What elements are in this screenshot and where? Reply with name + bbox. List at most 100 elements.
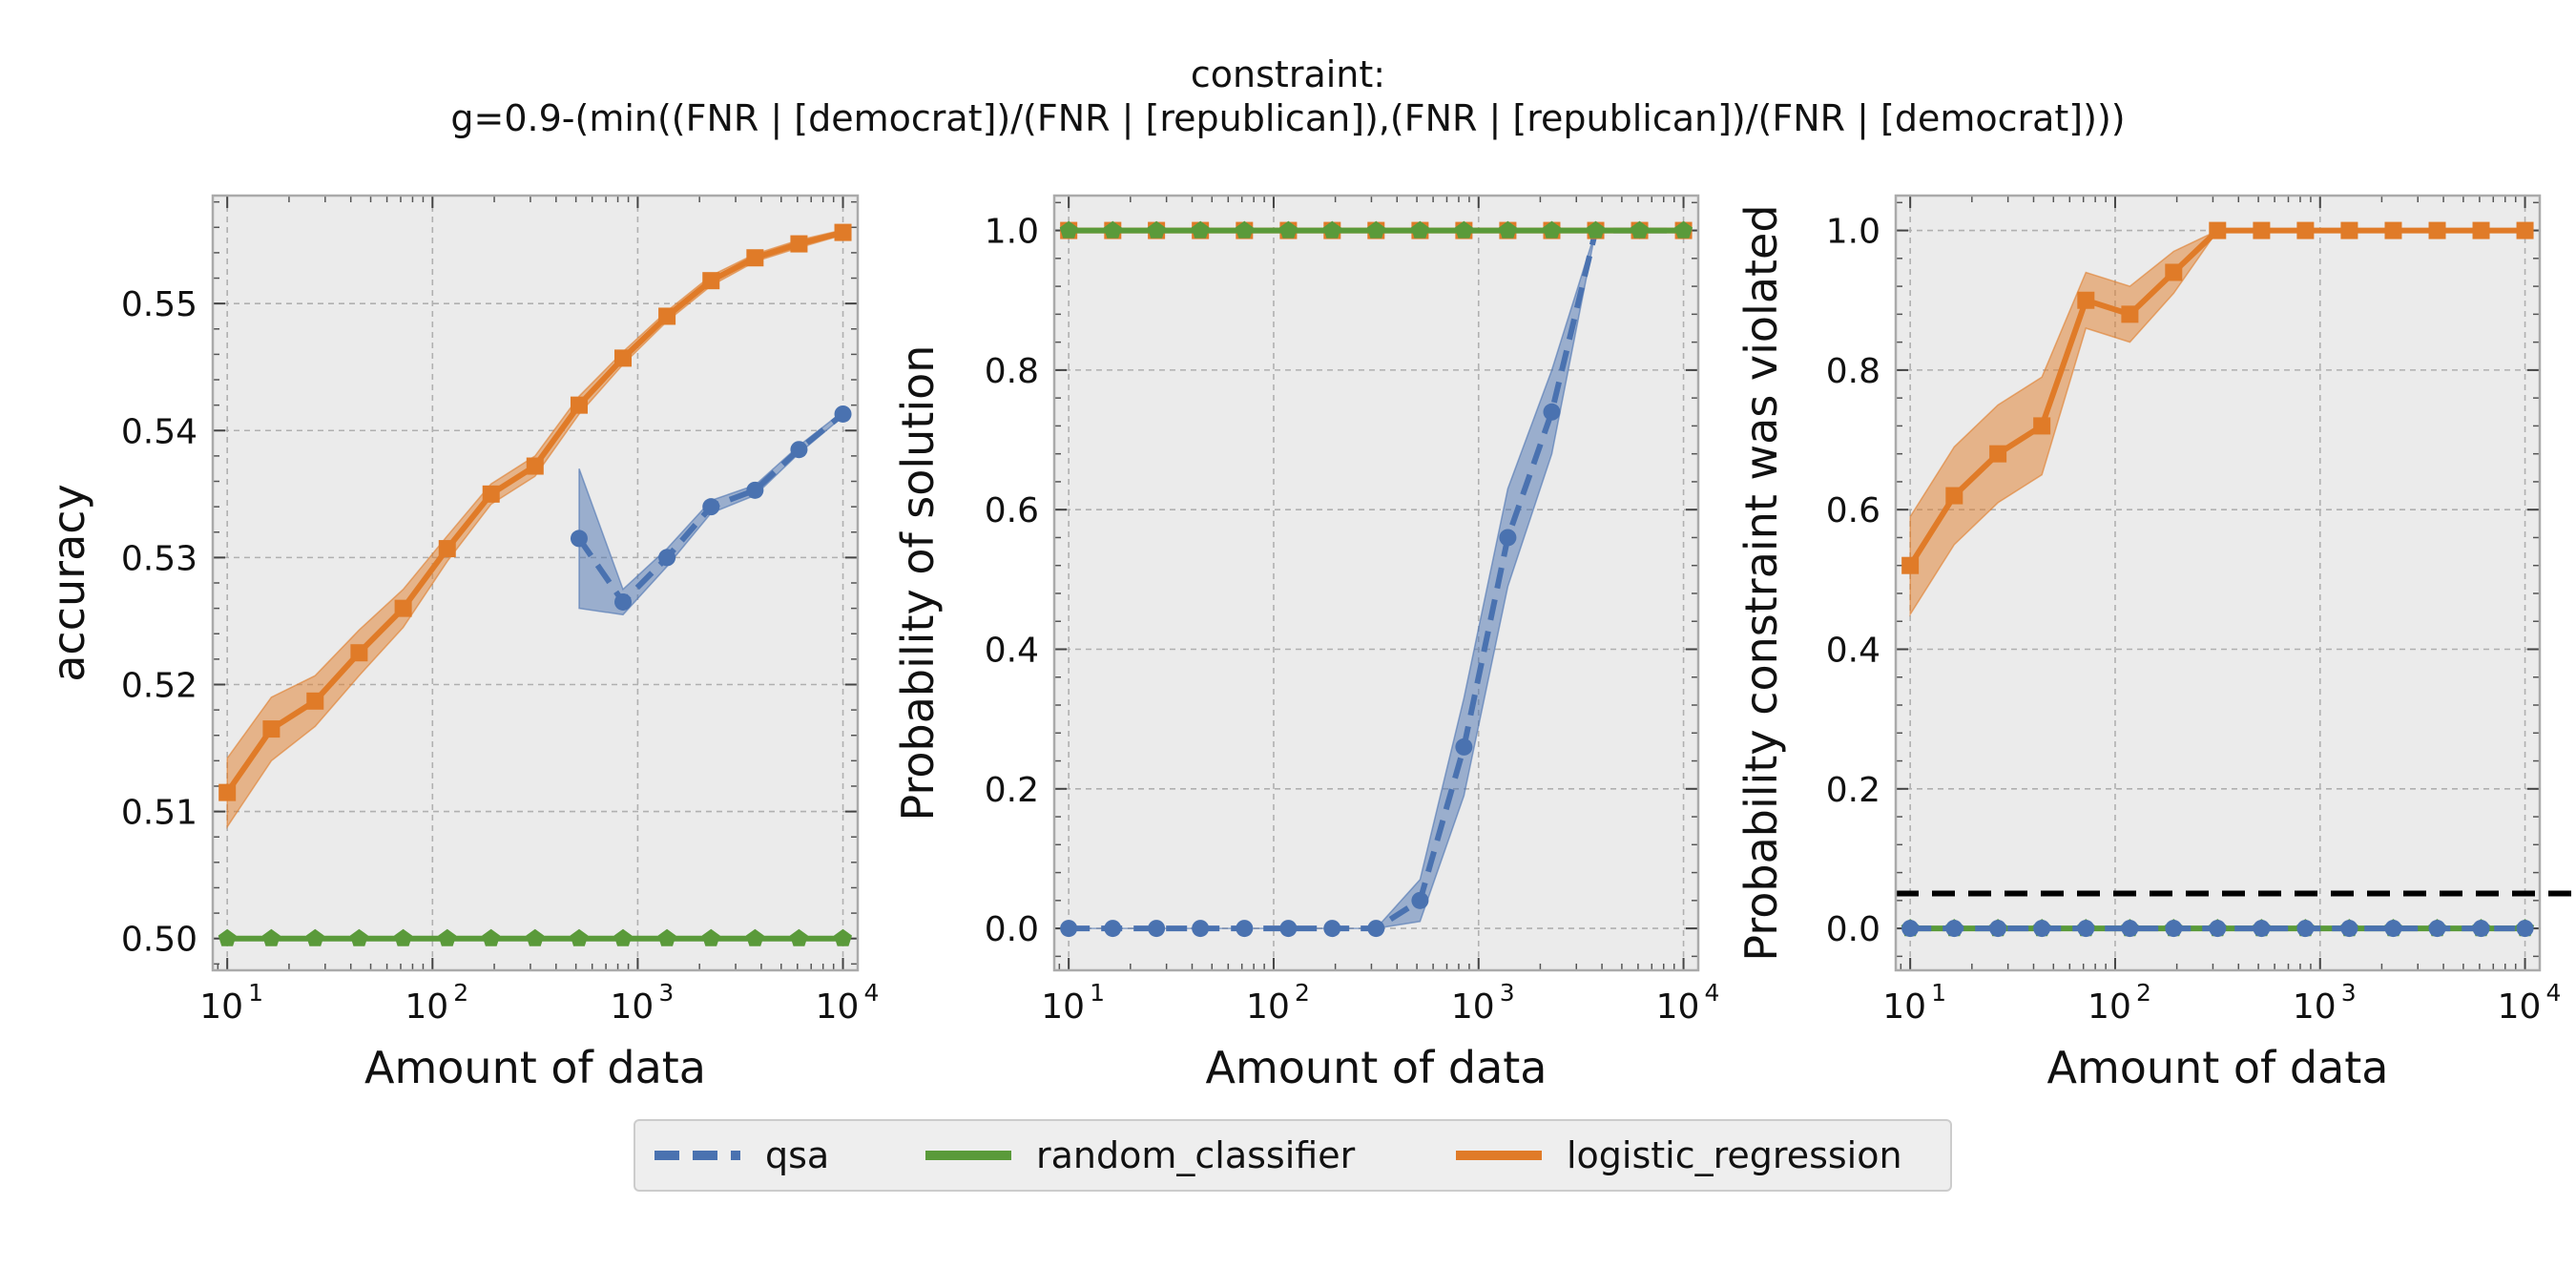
data-layer [1901, 221, 2535, 938]
y-tick-label: 0.54 [121, 412, 197, 451]
data-point-random-classifier [701, 928, 720, 946]
data-point-qsa [2209, 920, 2227, 938]
data-point-logistic-regression [2384, 221, 2402, 239]
data-point-random-classifier [1674, 220, 1693, 239]
data-point-qsa [2033, 920, 2051, 938]
x-tick-label-exponent: 1 [1090, 979, 1105, 1007]
data-point-random-classifier [613, 928, 633, 946]
data-layer [1059, 220, 1693, 938]
figure-title-line1: constraint: [1190, 53, 1386, 95]
legend-label-qsa: qsa [765, 1134, 830, 1176]
data-point-random-classifier [1059, 220, 1078, 239]
data-point-qsa [1901, 920, 1920, 938]
x-tick-label: 10 [2293, 987, 2337, 1027]
legend: qsa random_classifier logistic_regressio… [634, 1119, 1952, 1192]
data-point-qsa [790, 441, 808, 459]
data-point-random-classifier [834, 928, 852, 946]
data-point-qsa [1411, 891, 1429, 909]
y-tick-label: 0.4 [985, 631, 1039, 670]
data-point-random-classifier [1103, 220, 1122, 239]
data-point-qsa [1543, 403, 1561, 421]
data-point-logistic-regression [614, 349, 633, 367]
data-point-qsa [2428, 920, 2446, 938]
data-point-logistic-regression [570, 396, 588, 414]
plot-background [1896, 196, 2540, 970]
x-tick-label-exponent: 2 [453, 979, 468, 1007]
data-point-random-classifier [438, 928, 457, 946]
data-point-logistic-regression [2516, 221, 2534, 239]
data-point-logistic-regression [2033, 417, 2051, 435]
data-layer [218, 223, 852, 946]
legend-item-qsa: qsa [654, 1121, 829, 1190]
data-point-qsa [2340, 920, 2358, 938]
data-point-random-classifier [1322, 220, 1341, 239]
data-point-logistic-regression [2428, 221, 2446, 239]
data-point-qsa [1499, 529, 1517, 547]
data-point-random-classifier [789, 928, 808, 946]
data-point-qsa [2165, 920, 2183, 938]
data-point-logistic-regression [394, 599, 412, 617]
x-axis-label: Amount of data [364, 1042, 706, 1093]
y-axis-label: Probability constraint was violated [1735, 204, 1787, 961]
x-tick-label: 10 [816, 987, 860, 1027]
data-point-logistic-regression [2165, 263, 2183, 281]
data-point-qsa [702, 498, 720, 516]
data-point-random-classifier [657, 928, 676, 946]
y-tick-label: 1.0 [1826, 213, 1880, 252]
chart-panel-1: 10 1 10 2 10 3 10 40.500.510.520.530.540.55Amou… [43, 194, 879, 1093]
x-axis-label: Amount of data [2047, 1042, 2389, 1093]
data-point-qsa [658, 549, 676, 567]
data-point-random-classifier [394, 928, 413, 946]
data-point-logistic-regression [2472, 221, 2490, 239]
data-point-qsa [1236, 920, 1254, 938]
data-point-random-classifier [1454, 220, 1473, 239]
data-point-qsa [2296, 920, 2315, 938]
data-point-logistic-regression [1945, 487, 1963, 505]
data-point-random-classifier [1410, 220, 1429, 239]
y-tick-label: 0.6 [985, 491, 1039, 530]
data-point-qsa [1323, 920, 1341, 938]
data-point-qsa [2516, 920, 2534, 938]
data-point-logistic-regression [2253, 221, 2271, 239]
data-point-logistic-regression [438, 540, 456, 558]
data-point-qsa [1989, 920, 2007, 938]
data-point-logistic-regression [2209, 221, 2227, 239]
data-point-qsa [2253, 920, 2271, 938]
data-point-random-classifier [482, 928, 501, 946]
data-point-logistic-regression [262, 720, 280, 738]
legend-swatch-logistic-regression [1456, 1151, 1542, 1160]
data-point-logistic-regression [306, 692, 324, 710]
data-point-logistic-regression [218, 783, 237, 801]
data-point-logistic-regression [2077, 291, 2095, 309]
y-tick-label: 0.0 [1826, 910, 1880, 949]
x-tick-label-exponent: 3 [2341, 979, 2357, 1007]
data-point-random-classifier [349, 928, 368, 946]
y-axis-label: accuracy [43, 484, 94, 682]
x-tick-label-exponent: 2 [1295, 979, 1310, 1007]
data-point-random-classifier [1366, 220, 1385, 239]
x-tick-label: 10 [611, 987, 654, 1027]
y-tick-label: 0.8 [985, 352, 1039, 391]
data-point-logistic-regression [350, 644, 368, 662]
data-point-random-classifier [1543, 220, 1561, 239]
data-point-qsa [1060, 920, 1078, 938]
data-point-logistic-regression [1901, 556, 1920, 574]
data-point-random-classifier [1498, 220, 1517, 239]
x-tick-label-exponent: 3 [1500, 979, 1515, 1007]
data-point-logistic-regression [1989, 445, 2007, 463]
y-tick-label: 0.53 [121, 539, 197, 578]
data-point-qsa [2472, 920, 2490, 938]
x-tick-label: 10 [199, 987, 243, 1027]
data-point-random-classifier [1191, 220, 1210, 239]
y-tick-label: 0.4 [1826, 631, 1880, 670]
x-tick-label-exponent: 2 [2136, 979, 2151, 1007]
y-tick-label: 0.52 [121, 666, 197, 705]
y-tick-label: 1.0 [985, 213, 1039, 252]
y-tick-label: 0.8 [1826, 352, 1880, 391]
plot-frame [1894, 194, 2542, 972]
plot-background [213, 196, 858, 970]
data-point-qsa [1455, 737, 1473, 756]
